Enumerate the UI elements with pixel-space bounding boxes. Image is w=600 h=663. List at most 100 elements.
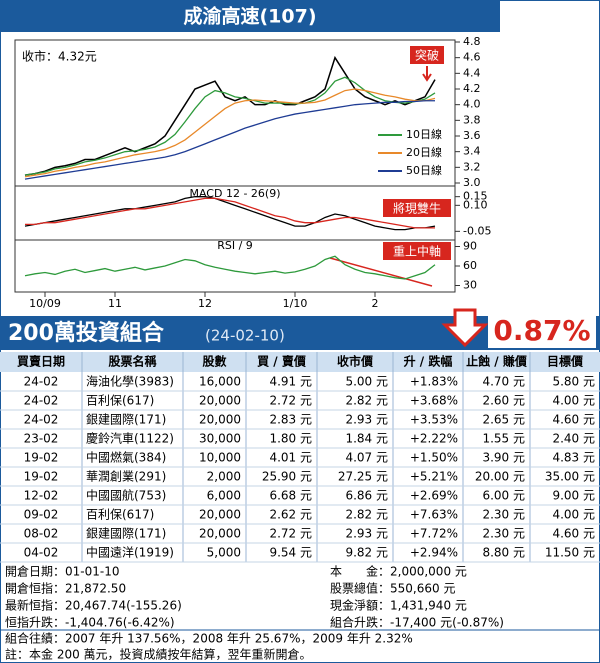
x-tick-label: 1/10 xyxy=(283,297,308,310)
panel-title: MACD 12 - 26(9) xyxy=(189,187,280,200)
summary-item: 股票總值：550,660 元 xyxy=(330,581,455,596)
y-tick-label: 3.0 xyxy=(463,176,481,189)
table-cell: 2.83 元 xyxy=(269,413,312,427)
table-cell: 20,000 xyxy=(199,394,241,408)
y-tick-label: 3.4 xyxy=(463,145,481,158)
table-cell: +2.22% xyxy=(410,432,458,446)
table-cell: 中國遠洋(1919) xyxy=(86,545,174,560)
table-cell: 4.60 元 xyxy=(552,413,595,427)
y-tick-label: 0.15 xyxy=(463,190,488,203)
y-tick-label: 4.0 xyxy=(463,98,481,111)
table-cell: +2.69% xyxy=(410,489,458,503)
series-line xyxy=(24,55,436,176)
annotation: 突破 xyxy=(415,48,439,63)
table-cell: 4.70 元 xyxy=(482,375,525,389)
table-header: 股數 xyxy=(202,354,226,369)
table-cell: 海油化學(3983) xyxy=(86,374,174,389)
table-cell: 6.00 元 xyxy=(482,489,525,503)
table-cell: 2.60 元 xyxy=(482,394,525,408)
table-cell: +2.94% xyxy=(410,546,458,560)
table-cell: 5.00 元 xyxy=(345,375,388,389)
table-cell: 08-02 xyxy=(24,527,59,541)
table-cell: 19-02 xyxy=(24,470,59,484)
table-cell: 1.84 元 xyxy=(345,432,388,446)
arrow xyxy=(422,66,432,82)
y-tick-label: 3.8 xyxy=(463,113,481,126)
legend-label: 10日線 xyxy=(406,127,442,141)
table-header: 買 / 賣價 xyxy=(257,354,307,369)
table-cell: 4.00 元 xyxy=(552,394,595,408)
y-tick-label: 90 xyxy=(463,240,477,253)
panel-title: RSI / 9 xyxy=(217,239,253,252)
portfolio-title: 200萬投資組合 xyxy=(8,320,165,346)
table-cell: 2.30 元 xyxy=(482,508,525,522)
series-line xyxy=(24,88,436,178)
annotation-box xyxy=(383,199,451,217)
table-cell: +5.21% xyxy=(410,470,458,484)
table-cell: 2.72 元 xyxy=(269,394,312,408)
table-cell: 3.90 元 xyxy=(482,451,525,465)
table-cell: 6.68 元 xyxy=(269,489,312,503)
down-arrow xyxy=(441,308,489,348)
table-cell: 8.80 元 xyxy=(482,546,525,560)
series-line xyxy=(24,196,436,231)
table-cell: 2.62 元 xyxy=(269,508,312,522)
y-tick-label: 3.6 xyxy=(463,129,481,142)
record: 組合往績：2007 年升 137.56%，2008 年升 25.67%，2009… xyxy=(5,631,413,646)
x-tick-label: 11 xyxy=(108,297,122,310)
summary-item: 本 金：2,000,000 元 xyxy=(330,564,467,579)
table-cell: 30,000 xyxy=(199,432,241,446)
x-tick-label: 10/09 xyxy=(29,297,61,310)
note: 註：本金 200 萬元，投資成績按年結算，翌年重新開倉。 xyxy=(5,647,312,662)
table-cell: 9.82 元 xyxy=(345,546,388,560)
table-cell: 35.00 元 xyxy=(545,470,595,484)
table-cell: 4.00 元 xyxy=(552,508,595,522)
table-cell: 12-02 xyxy=(24,489,59,503)
table-cell: 9.00 元 xyxy=(552,489,595,503)
table-cell: 2.40 元 xyxy=(552,432,595,446)
table-header: 股票名稱 xyxy=(108,354,156,369)
table-cell: 2.93 元 xyxy=(345,413,388,427)
series-line xyxy=(24,255,436,280)
y-tick-label: 0.10 xyxy=(463,198,488,211)
table-cell: 4.01 元 xyxy=(269,451,312,465)
y-tick-label: 4.8 xyxy=(463,35,481,48)
table-header: 買賣日期 xyxy=(17,354,65,369)
summary-item: 開倉恒指：21,872.50 xyxy=(5,581,126,596)
table-cell: 23-02 xyxy=(24,432,59,446)
table-cell: 19-02 xyxy=(24,451,59,465)
table-cell: 6,000 xyxy=(207,489,241,503)
table-cell: 4.91 元 xyxy=(269,375,312,389)
table-cell: 24-02 xyxy=(24,413,59,427)
table-cell: 6.86 元 xyxy=(345,489,388,503)
table-cell: 2.65 元 xyxy=(482,413,525,427)
table-cell: 10,000 xyxy=(199,451,241,465)
table-cell: +3.68% xyxy=(410,394,458,408)
summary-item: 恒指升跌：-1,404.76(-6.42%) xyxy=(5,615,175,630)
table-cell: +7.72% xyxy=(410,527,458,541)
title-bar xyxy=(0,0,500,32)
table-cell: 20,000 xyxy=(199,527,241,541)
table-header: 止蝕 / 賺價 xyxy=(466,354,528,369)
table-cell: 20,000 xyxy=(199,508,241,522)
portfolio-change: 0.87% xyxy=(493,314,590,347)
table-cell: 1.80 元 xyxy=(269,432,312,446)
table-cell: 2.93 元 xyxy=(345,527,388,541)
x-tick-label: 2 xyxy=(372,297,379,310)
table-cell: 銀建國際(171) xyxy=(86,527,166,541)
y-tick-label: 30 xyxy=(463,279,477,292)
table-cell: +1.50% xyxy=(410,451,458,465)
table-cell: 04-02 xyxy=(24,546,59,560)
y-tick-label: 4.4 xyxy=(463,66,481,79)
table-cell: 慶鈴汽車(1122) xyxy=(86,431,174,446)
table-cell: 4.07 元 xyxy=(345,451,388,465)
table-cell: 2.82 元 xyxy=(345,394,388,408)
close-label: 收市：4.32元 xyxy=(22,49,97,64)
table-header-bg xyxy=(0,352,600,372)
table-cell: 9.54 元 xyxy=(269,546,312,560)
y-tick-label: 4.6 xyxy=(463,51,481,64)
table-cell: 4.60 元 xyxy=(552,527,595,541)
annotation-box xyxy=(383,242,451,260)
change-box xyxy=(488,314,596,348)
